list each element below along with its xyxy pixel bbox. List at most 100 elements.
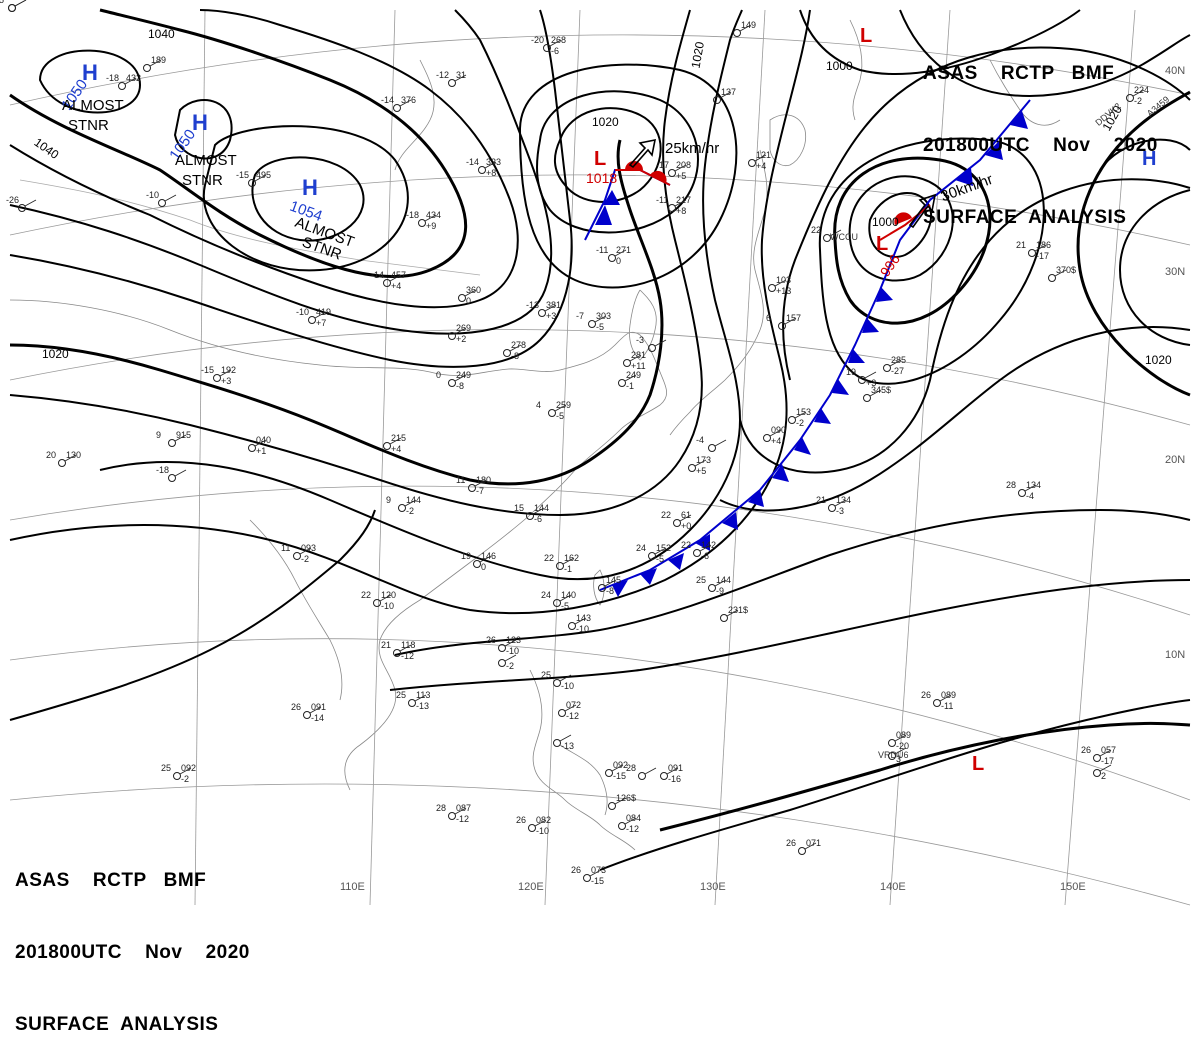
high-center: H 1050 ALMOST STNR: [58, 60, 124, 134]
title-block-top-right: ASAS RCTP BMF 201800UTC Nov 2020 SURFACE…: [923, 14, 1158, 254]
station-circle: [588, 320, 596, 328]
title-block-bottom-left: ASAS RCTP BMF 201800UTC Nov 2020 SURFACE…: [15, 821, 250, 1061]
station-circle: [448, 79, 456, 87]
isobar: [799, 9, 1081, 75]
station-circle: [303, 711, 311, 719]
station-pressure: 268: [551, 35, 566, 45]
station-tendency: -9: [716, 586, 724, 596]
isobar-label: 1020: [42, 347, 69, 361]
motion-note: STNR: [182, 172, 223, 189]
station-pressure: 281: [631, 350, 646, 360]
station-tendency: +5: [696, 466, 706, 476]
low-symbol: L: [972, 753, 984, 775]
station-plot: 22 142-6: [681, 540, 716, 561]
station-plot: -11 217+8: [656, 195, 691, 216]
wind-barb: [254, 439, 267, 447]
station-plot: 25 144-9: [696, 575, 731, 596]
station-circle: [373, 599, 381, 607]
front-low-996: [879, 204, 931, 241]
wind-barb: [694, 459, 707, 467]
title-line-2: 201800UTC Nov 2020: [923, 135, 1158, 156]
station-circle: [608, 802, 616, 810]
wind-barb: [299, 547, 312, 555]
station-circle: [538, 309, 546, 317]
wind-barb: [532, 507, 545, 515]
station-tendency: -3: [836, 506, 844, 516]
wind-barb: [1099, 764, 1112, 772]
station-plot: -3: [636, 335, 667, 352]
station-pressure: 271: [616, 245, 631, 255]
station-pressure: 192: [221, 365, 236, 375]
station-plot: -12 31: [436, 70, 467, 87]
station-tendency: -2: [406, 506, 414, 516]
station-temperature: -18: [156, 465, 169, 475]
station-temperature: 26: [571, 865, 581, 875]
station-temperature: 11: [456, 475, 465, 485]
station-temperature: 26: [786, 838, 796, 848]
isobar: [899, 9, 1191, 97]
station-pressure: 093: [301, 543, 316, 553]
station-circle: [408, 699, 416, 707]
wind-barb: [484, 161, 497, 169]
station-tendency: +2: [456, 334, 466, 344]
station-plot: 090+4: [763, 425, 786, 446]
isobar-label: 1000: [872, 215, 899, 229]
station-pressure: 370$: [1056, 265, 1076, 275]
station-plot: 26 091-14: [291, 702, 326, 723]
station-plot: 092-15: [605, 760, 628, 781]
station-tendency: -12: [456, 814, 469, 824]
station-temperature: 24: [541, 590, 551, 600]
station-temperature: -11: [596, 245, 608, 255]
station-plot: -18 434+9: [406, 210, 441, 231]
station-temperature: 22: [681, 540, 691, 550]
station-circle: [448, 379, 456, 387]
station-tendency: -10: [576, 624, 589, 634]
ship-id: VRDU6: [878, 750, 909, 760]
isobar: [659, 721, 1191, 832]
station-circle: [605, 769, 613, 777]
wind-barb: [666, 767, 679, 775]
station-temperature: 4: [536, 400, 541, 410]
station-circle: [393, 649, 401, 657]
wind-barb: [829, 229, 842, 237]
station-circle: [168, 439, 176, 447]
station-temperature: 21: [1016, 240, 1026, 250]
station-pressure: 149: [741, 20, 756, 30]
station-pressure: 071: [806, 838, 821, 848]
station-tendency: -10: [506, 646, 519, 656]
isobar: [251, 156, 365, 242]
station-plot: 26 123-10: [486, 635, 521, 656]
station-tendency: +9: [426, 221, 436, 231]
station-circle: [1126, 94, 1134, 102]
isobar: [9, 9, 553, 335]
station-tendency: -15: [613, 771, 626, 781]
station-circle: [213, 374, 221, 382]
station-tendency: +3: [866, 378, 876, 388]
station-pressure: 089: [896, 730, 911, 740]
station-pressure: 333: [486, 157, 501, 167]
station-temperature: -14: [371, 270, 384, 280]
station-circle: [248, 444, 256, 452]
station-temperature: 25: [541, 670, 551, 680]
wind-barb: [164, 194, 177, 202]
wind-barb: [1024, 484, 1037, 492]
station-circle: [528, 824, 536, 832]
isobar: [868, 191, 932, 258]
station-tendency: +0: [681, 521, 691, 531]
motion-note: ALMOST: [62, 97, 124, 114]
station-pressure: 419: [316, 307, 331, 317]
station-tendency: 0: [616, 256, 621, 266]
station-plot: 189: [143, 55, 166, 72]
station-plot: 137: [713, 87, 736, 104]
isobar: [739, 178, 1191, 474]
station-tendency: -2: [181, 774, 189, 784]
pressure-value: 1018: [586, 170, 617, 186]
station-circle: [713, 96, 721, 104]
station-circle: [8, 4, 16, 12]
wind-barb: [379, 594, 392, 602]
motion-note: STNR: [68, 117, 109, 134]
station-circle: [293, 552, 301, 560]
station-temperature: 22: [361, 590, 371, 600]
station-temperature: 22: [811, 225, 821, 235]
